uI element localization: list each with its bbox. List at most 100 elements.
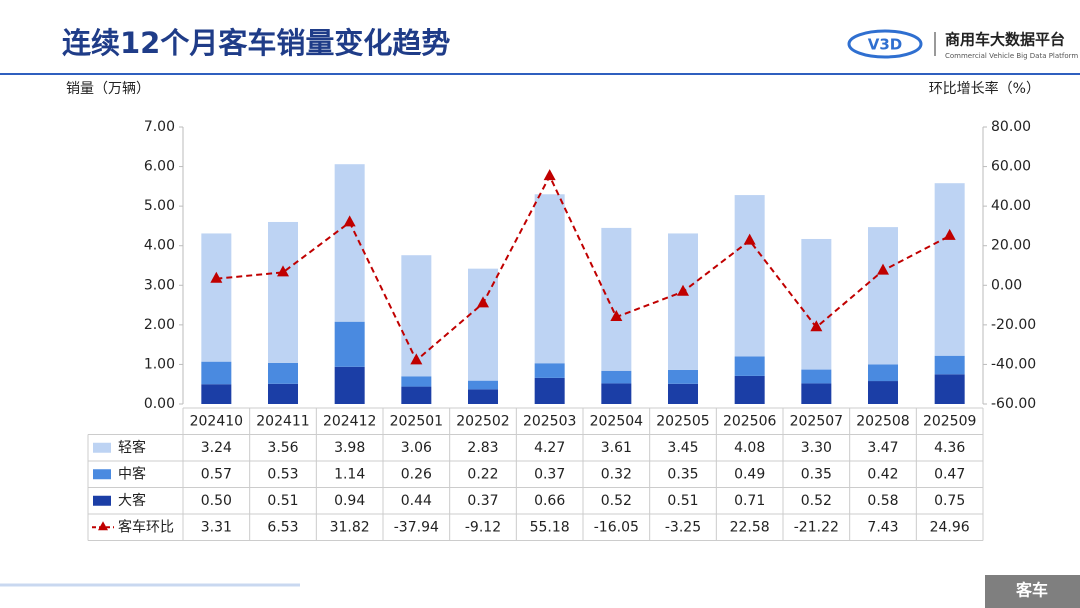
table-value: 0.26 (401, 466, 432, 482)
bar-segment (601, 370, 632, 384)
bar-segment (801, 383, 832, 404)
table-value: 55.18 (530, 519, 570, 535)
bar-segment (201, 233, 232, 362)
bar-segment (868, 381, 898, 404)
logo-sub: Commercial Vehicle Big Data Platform (945, 52, 1078, 60)
table-value: 0.22 (467, 466, 498, 482)
bar-segment (668, 233, 698, 370)
y-tick-label: 4.00 (144, 238, 175, 254)
y-tick-label: 7.00 (144, 119, 175, 135)
bar-segment (601, 227, 632, 371)
x-tick-label: 202508 (856, 413, 909, 429)
bar-segment (668, 369, 698, 384)
table-value: 0.35 (801, 466, 832, 482)
x-tick-label: 202410 (190, 413, 243, 429)
table-value: 2.83 (467, 440, 498, 456)
bar-segment (868, 364, 898, 382)
line-marker (410, 353, 423, 365)
legend-label: 中客 (118, 465, 146, 482)
table-value: 3.47 (867, 440, 898, 456)
table-value: 4.36 (934, 440, 965, 456)
table-value: 0.66 (534, 493, 565, 509)
table-value: 7.43 (867, 519, 898, 535)
table-value: 0.32 (601, 466, 632, 482)
table-value: 0.51 (267, 493, 298, 509)
y-axis-title: 销量（万辆） (66, 81, 150, 97)
table-value: 3.24 (201, 440, 232, 456)
table-value: -21.22 (794, 519, 839, 535)
y-tick-label: 1.00 (144, 356, 175, 372)
table-value: 0.44 (401, 493, 432, 509)
y-tick-label: 3.00 (144, 277, 175, 293)
y-tick-label: 2.00 (144, 317, 175, 333)
legend-swatch (98, 521, 108, 531)
x-tick-label: 202503 (523, 413, 576, 429)
table-value: 0.35 (667, 466, 698, 482)
bar-segment (201, 361, 232, 385)
bar-segment (734, 356, 765, 376)
bar-segment (468, 389, 498, 404)
table-value: 3.61 (601, 440, 632, 456)
bar-segment (668, 383, 698, 404)
bar-segment (268, 362, 298, 384)
bar-segment (934, 355, 965, 375)
bar-segment (334, 321, 365, 367)
x-tick-label: 202509 (923, 413, 976, 429)
logo-name: 商用车大数据平台 (945, 31, 1065, 49)
line-marker (343, 215, 356, 227)
bar-segment (468, 380, 498, 390)
line-marker (610, 310, 623, 322)
line-marker (477, 296, 489, 308)
x-tick-label: 202506 (723, 413, 777, 429)
table-value: 0.71 (734, 493, 765, 509)
table-value: -9.12 (465, 519, 501, 535)
logo-mark: V3D (868, 36, 903, 54)
bar-segment (468, 268, 498, 381)
x-tick-label: 202501 (390, 413, 443, 429)
legend-label: 轻客 (118, 439, 146, 456)
table-value: 0.58 (867, 493, 898, 509)
table-value: 3.45 (667, 440, 698, 456)
x-tick-label: 202504 (590, 413, 644, 429)
table-value: 3.56 (267, 440, 298, 456)
legend-swatch (93, 469, 111, 480)
legend-label: 客车环比 (118, 518, 174, 535)
y-tick-label: 0.00 (144, 396, 175, 412)
bar-segment (934, 374, 965, 404)
line-marker (743, 233, 756, 245)
table-value: 0.37 (534, 466, 565, 482)
y-tick-label: 5.00 (144, 198, 175, 214)
table-value: 0.47 (934, 466, 965, 482)
legend-label: 大客 (118, 492, 146, 509)
y2-tick-label: 40.00 (991, 198, 1031, 214)
table-value: 3.30 (801, 440, 832, 456)
title: 连续12个月客车销量变化趋势 (62, 26, 450, 60)
line-marker (210, 271, 223, 283)
table-value: 1.14 (334, 466, 365, 482)
y2-tick-label: 80.00 (991, 119, 1031, 135)
x-tick-label: 202507 (790, 413, 843, 429)
bar-segment (801, 369, 832, 384)
y2-tick-label: 20.00 (991, 238, 1031, 254)
line-marker (277, 265, 289, 277)
table-value: 0.57 (201, 466, 232, 482)
x-tick-label: 202411 (256, 413, 309, 429)
line-marker (677, 284, 689, 296)
y2-tick-label: -20.00 (991, 317, 1036, 333)
x-tick-label: 202505 (656, 413, 709, 429)
line-series (216, 173, 951, 362)
x-tick-label: 202502 (456, 413, 509, 429)
bar-segment (534, 377, 565, 404)
bar-segment (268, 383, 298, 404)
table-value: 3.31 (201, 519, 232, 535)
bar-segment (734, 375, 765, 404)
x-tick-label: 202412 (323, 413, 376, 429)
y2-tick-label: 60.00 (991, 159, 1031, 175)
line-marker (810, 320, 823, 332)
bar-segment (201, 384, 232, 404)
bar-segment (601, 383, 632, 404)
table-value: 4.08 (734, 440, 765, 456)
y2-axis-title: 环比增长率（%） (929, 80, 1040, 97)
bar-segment (534, 363, 565, 378)
